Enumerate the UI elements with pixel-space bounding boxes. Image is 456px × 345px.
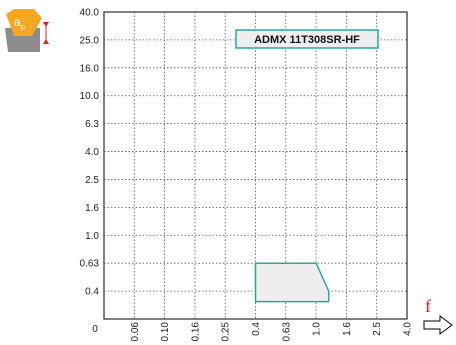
recommended-region (254, 262, 330, 303)
x-tick-label: 1.6 (342, 322, 353, 336)
f-label: f (425, 296, 431, 316)
insert-ap-icon: a p (5, 9, 49, 52)
x-tick-label: 0.10 (160, 322, 171, 342)
ap-label: a (14, 15, 21, 29)
y-tick-label: 4.0 (85, 147, 99, 158)
y-tick-label: 0.4 (85, 287, 99, 298)
x-tick-label: 0.4 (251, 322, 262, 336)
x-tick-label: 0 (92, 324, 98, 335)
y-tick-label: 1.6 (85, 203, 99, 214)
insert-tool-icon (6, 9, 42, 36)
x-tick-label: 4.0 (403, 322, 414, 336)
y-tick-labels: 0.4 0.63 1.0 1.6 2.5 4.0 6.3 10.0 16.0 25.0 40.0 (80, 8, 100, 298)
y-tick-label: 6.3 (85, 119, 99, 130)
x-tick-label: 0.06 (130, 322, 141, 342)
annotation-box (235, 29, 379, 49)
y-tick-label: 1.0 (85, 231, 99, 242)
y-tick-label: 2.5 (85, 175, 99, 186)
y-tick-label: 16.0 (80, 63, 100, 74)
y-tick-label: 10.0 (80, 91, 100, 102)
y-tick-label: 0.63 (80, 259, 100, 270)
ap-arrow-up-icon (43, 39, 49, 44)
ap-arrow-down-icon (43, 22, 49, 27)
x-tick-labels: 0 0.06 0.10 0.16 0.25 0.4 0.63 1.0 1.6 2.5 4.0 (92, 322, 413, 342)
f-arrow-icon (423, 315, 453, 335)
x-axis-label: f (423, 296, 453, 335)
region-polygon (254, 262, 330, 303)
insert-annotation: ADMX 11T308SR-HF (235, 29, 379, 49)
x-tick-label: 1.0 (312, 322, 323, 336)
x-tick-label: 0.63 (281, 322, 292, 342)
x-tick-label: 0.16 (190, 322, 201, 342)
x-tick-label: 0.25 (221, 322, 232, 342)
y-tick-label: 25.0 (80, 35, 100, 46)
y-tick-label: 40.0 (80, 8, 100, 19)
x-tick-label: 2.5 (372, 322, 383, 336)
ap-subscript: p (21, 24, 25, 31)
annotation-text: ADMX 11T308SR-HF (254, 34, 360, 46)
